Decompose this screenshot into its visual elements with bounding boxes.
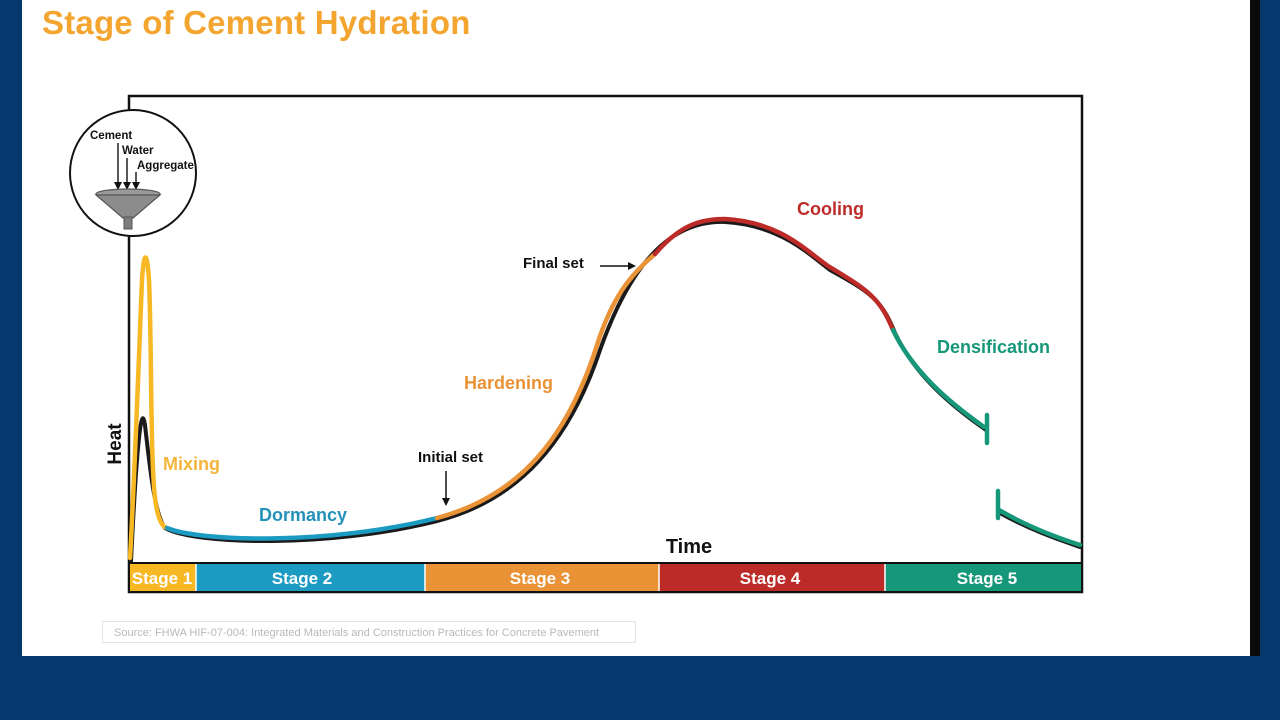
stage-4-label: Stage 4 — [740, 569, 801, 588]
densification-label: Densification — [937, 337, 1050, 357]
slide-edge-shadow — [1250, 0, 1260, 656]
stage-2-label: Stage 2 — [272, 569, 332, 588]
x-axis-label: Time — [666, 536, 712, 558]
stage-3-label: Stage 3 — [510, 569, 570, 588]
initial-set-label: Initial set — [418, 449, 483, 466]
stage-3-segment — [425, 564, 659, 591]
plot-frame — [127, 94, 1084, 594]
y-axis-label: Heat — [105, 423, 126, 465]
stage-5-segment — [885, 564, 1081, 591]
stage-5-label: Stage 5 — [957, 569, 1017, 588]
mixer-funnel-icon: Cement Water Aggregate — [69, 109, 197, 237]
hardening-curve — [434, 251, 658, 521]
stage-1-segment — [130, 564, 196, 591]
slide-title: Stage of Cement Hydration — [42, 4, 471, 41]
stage-4-segment — [659, 564, 885, 591]
cement-label: Cement — [90, 130, 132, 142]
source-citation: Source: FHWA HIF-07-004: Integrated Mate… — [102, 621, 636, 643]
dormancy-curve — [164, 515, 440, 541]
cooling-label: Cooling — [797, 199, 864, 219]
aggregate-label: Aggregate — [137, 160, 194, 172]
heat-curve — [127, 216, 1083, 561]
cooling-curve — [652, 216, 896, 333]
stage-2-segment — [196, 564, 425, 591]
water-label: Water — [122, 145, 154, 157]
stage-1-label: Stage 1 — [132, 569, 192, 588]
stage-bar — [129, 562, 1082, 591]
hardening-label: Hardening — [464, 373, 553, 393]
mixing-curve — [127, 255, 170, 561]
dormancy-label: Dormancy — [259, 505, 347, 525]
densification-tail-curve — [996, 507, 1083, 548]
densification-curve — [890, 327, 987, 430]
mixing-label: Mixing — [163, 454, 220, 474]
final-set-label: Final set — [523, 255, 584, 272]
slide — [22, 0, 1250, 656]
